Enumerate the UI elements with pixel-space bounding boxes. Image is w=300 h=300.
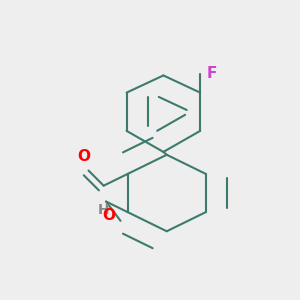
Text: H: H bbox=[98, 203, 109, 217]
Text: O: O bbox=[77, 149, 90, 164]
Text: O: O bbox=[102, 208, 115, 223]
Text: F: F bbox=[207, 66, 217, 81]
